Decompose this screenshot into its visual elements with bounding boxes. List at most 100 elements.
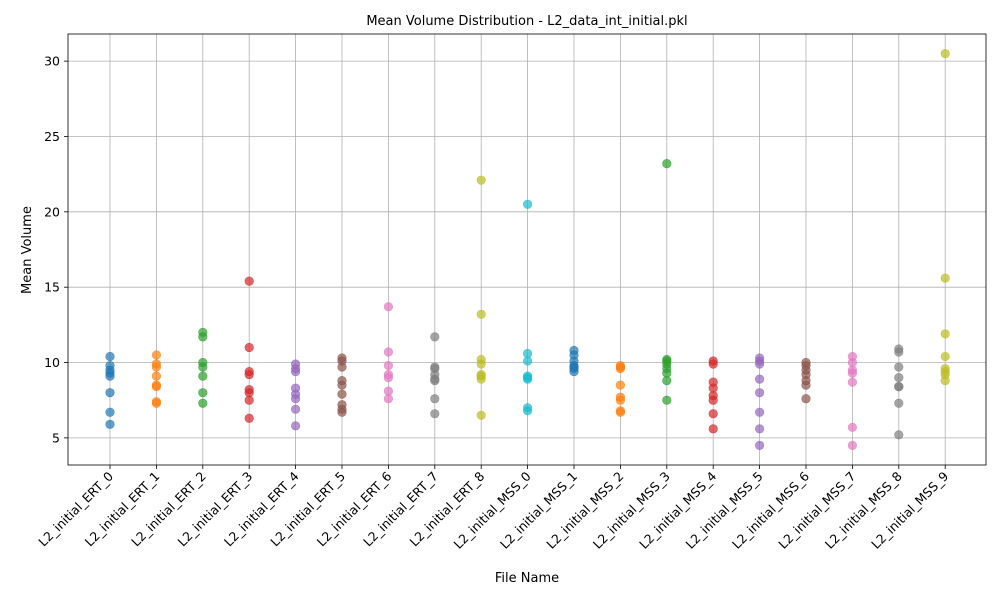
series-group xyxy=(615,360,626,417)
data-point xyxy=(615,407,626,417)
data-point xyxy=(476,359,486,369)
data-point xyxy=(894,372,904,383)
series-group xyxy=(754,353,765,451)
data-point xyxy=(198,371,208,381)
data-point xyxy=(337,362,347,372)
y-axis: 5 10 15 20 25 30 xyxy=(44,54,68,445)
y-tick-label: 15 xyxy=(44,280,60,295)
data-point xyxy=(476,410,486,420)
data-point xyxy=(476,374,486,384)
data-point xyxy=(430,376,440,386)
data-point xyxy=(847,440,858,451)
data-point xyxy=(105,371,115,381)
data-point xyxy=(105,419,115,429)
series-group xyxy=(569,345,579,377)
series-group xyxy=(801,357,811,404)
data-point xyxy=(383,360,394,371)
data-point xyxy=(708,359,718,369)
data-point xyxy=(151,350,161,360)
y-tick-label: 30 xyxy=(44,54,60,69)
data-point xyxy=(430,332,440,342)
chart-title: Mean Volume Distribution - L2_data_int_i… xyxy=(366,14,687,29)
data-point xyxy=(383,394,394,404)
data-point xyxy=(847,377,858,387)
data-point xyxy=(662,376,672,386)
data-point xyxy=(244,276,254,286)
series-group xyxy=(662,159,672,405)
series-group xyxy=(476,175,486,420)
data-point xyxy=(708,395,718,405)
data-point xyxy=(105,351,115,362)
data-point xyxy=(337,380,347,390)
data-point xyxy=(615,395,626,405)
series-group xyxy=(708,356,718,434)
series-group xyxy=(151,350,161,408)
data-point xyxy=(522,199,533,209)
data-point xyxy=(476,175,486,185)
data-point xyxy=(569,366,579,377)
series-group xyxy=(291,359,301,431)
data-point xyxy=(847,422,858,432)
data-point xyxy=(105,407,115,417)
data-point xyxy=(801,380,811,390)
data-point xyxy=(940,329,950,339)
series-group xyxy=(198,327,208,408)
plot-frame xyxy=(67,33,987,466)
x-axis-label: File Name xyxy=(495,571,559,586)
data-point xyxy=(894,430,904,440)
data-point xyxy=(337,389,347,399)
data-point xyxy=(522,374,533,384)
series-group xyxy=(522,199,533,416)
data-point xyxy=(198,332,208,342)
series-group xyxy=(940,48,950,386)
data-point xyxy=(291,404,301,414)
data-point xyxy=(754,440,765,451)
data-point xyxy=(522,406,533,416)
data-point xyxy=(847,368,858,378)
data-point xyxy=(754,388,765,398)
data-points xyxy=(105,48,950,451)
y-tick-label: 10 xyxy=(44,355,60,370)
data-point xyxy=(894,382,904,392)
series-group xyxy=(383,302,394,404)
y-tick-label: 25 xyxy=(44,129,60,144)
data-point xyxy=(662,395,672,405)
data-point xyxy=(151,371,161,381)
data-point xyxy=(105,388,115,398)
data-point xyxy=(291,394,301,404)
data-point xyxy=(430,409,440,419)
data-point xyxy=(894,347,904,357)
series-group xyxy=(105,351,115,429)
data-point xyxy=(940,351,950,362)
data-point xyxy=(801,394,811,404)
data-point xyxy=(198,388,208,398)
y-axis-label: Mean Volume xyxy=(20,206,35,294)
data-point xyxy=(662,159,672,169)
data-point xyxy=(244,369,254,380)
data-point xyxy=(940,48,950,59)
data-point xyxy=(708,424,718,434)
x-axis: L2_initial_ERT_0L2_initial_ERT_1L2_initi… xyxy=(35,465,951,552)
data-point xyxy=(337,407,347,417)
data-point xyxy=(615,363,626,374)
data-point xyxy=(476,309,486,319)
data-point xyxy=(615,380,626,390)
data-point xyxy=(291,366,301,377)
data-point xyxy=(383,302,394,312)
data-point xyxy=(291,421,301,431)
data-point xyxy=(151,362,161,372)
data-point xyxy=(708,409,718,419)
grid-lines xyxy=(68,34,986,465)
data-point xyxy=(198,362,208,372)
data-point xyxy=(198,398,208,408)
series-group xyxy=(337,353,347,417)
data-point xyxy=(754,407,765,417)
data-point xyxy=(151,398,161,408)
series-group xyxy=(894,344,904,440)
data-point xyxy=(383,372,394,383)
data-point xyxy=(940,273,950,283)
y-tick-label: 20 xyxy=(44,204,60,219)
data-point xyxy=(383,347,394,357)
data-point xyxy=(244,395,254,405)
data-point xyxy=(244,413,254,423)
